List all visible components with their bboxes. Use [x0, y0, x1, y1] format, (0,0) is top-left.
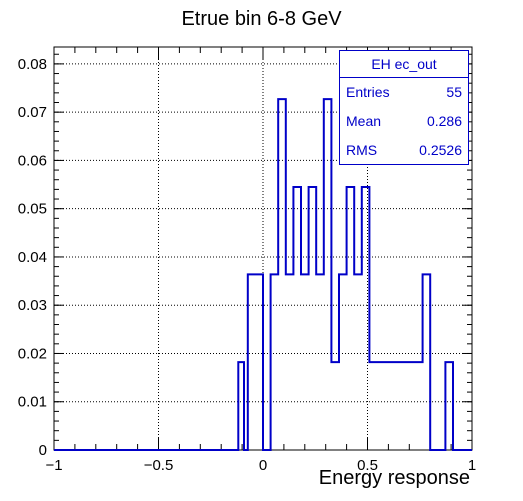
histogram-bin: [423, 274, 431, 450]
histogram-bin: [255, 274, 263, 450]
histogram-bin: [362, 187, 370, 450]
x-tick-label: 1: [468, 457, 476, 474]
histogram-bin: [369, 362, 377, 450]
stats-row-mean: Mean 0.286: [340, 107, 468, 136]
stats-rms-label: RMS: [346, 142, 378, 158]
stats-row-entries: Entries 55: [340, 78, 468, 107]
y-tick-label: 0.07: [18, 104, 47, 121]
x-tick-label: −1: [45, 457, 62, 474]
x-tick-label: 0.5: [357, 457, 378, 474]
histogram-bin: [278, 99, 286, 450]
histogram-bin: [347, 187, 355, 450]
histogram-bin: [324, 99, 332, 450]
chart-title: Etrue bin 6-8 GeV: [181, 8, 342, 30]
histogram-outline: [54, 98, 472, 451]
x-tick-label: −0.5: [144, 457, 174, 474]
histogram-bin: [354, 274, 362, 450]
y-tick-label: 0.04: [18, 249, 47, 266]
y-tick-label: 0.05: [18, 201, 47, 218]
histogram-bin: [286, 274, 294, 450]
y-tick-label: 0: [39, 442, 47, 459]
y-axis-tick-labels: 0 0.01 0.02 0.03 0.04 0.05 0.06 0.07 0.08: [18, 56, 47, 459]
y-tick-label: 0.06: [18, 152, 47, 169]
histogram-bin: [301, 274, 309, 450]
histogram-bin: [248, 274, 256, 450]
histogram-bin: [400, 362, 408, 450]
x-axis-label: Energy response: [318, 467, 470, 489]
histogram-bin: [445, 362, 453, 450]
histogram-bin: [293, 187, 301, 450]
histogram-bin: [331, 362, 339, 450]
histogram-bin: [271, 274, 279, 450]
x-axis-tick-labels: −1 −0.5 0 0.5 1: [45, 457, 476, 474]
stats-histogram-name: EH ec_out: [340, 51, 468, 78]
stats-entries-value: 55: [446, 84, 462, 100]
histogram-bin: [316, 274, 324, 450]
x-tick-label: 0: [259, 457, 267, 474]
stats-entries-label: Entries: [346, 84, 390, 100]
histogram-bin: [377, 362, 385, 450]
stats-mean-value: 0.286: [426, 113, 462, 129]
histogram-bin: [339, 274, 347, 450]
y-tick-label: 0.02: [18, 345, 47, 362]
histogram-bin: [415, 362, 423, 450]
y-tick-label: 0.01: [18, 394, 47, 411]
histogram-bin: [385, 362, 400, 450]
stats-mean-label: Mean: [346, 113, 382, 129]
histogram-bin: [407, 362, 415, 450]
stats-box: EH ec_out Entries 55 Mean 0.286 RMS 0.25…: [339, 50, 469, 165]
y-tick-label: 0.03: [18, 297, 47, 314]
stats-row-rms: RMS 0.2526: [340, 136, 468, 165]
y-tick-label: 0.08: [18, 56, 47, 73]
stats-rms-value: 0.2526: [419, 142, 462, 158]
histogram-bin: [309, 187, 317, 450]
axis-ticks: [53, 47, 473, 451]
